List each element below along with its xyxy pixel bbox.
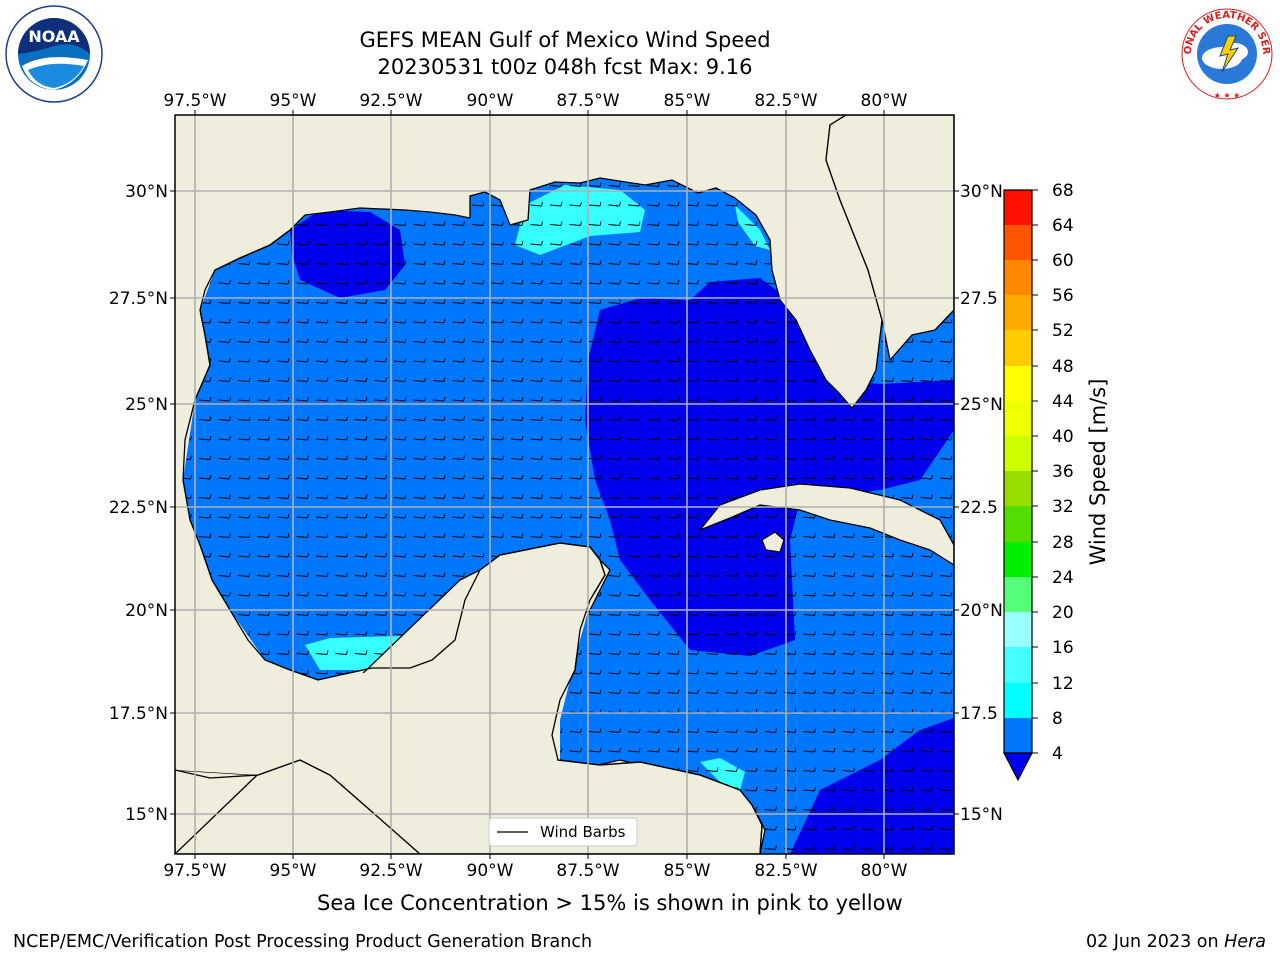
bottom-lon-labels: 97.5°W 95°W 92.5°W 90°W 87.5°W 85°W 82.5… xyxy=(163,861,907,881)
lon-label: 92.5°W xyxy=(359,91,422,111)
lat-label: 25°N xyxy=(125,395,168,415)
lat-label: 15°N xyxy=(125,805,168,825)
legend-label: Wind Barbs xyxy=(540,823,626,841)
cb-tick-label: 52 xyxy=(1052,321,1074,341)
lon-label: 87.5°W xyxy=(556,861,619,881)
map-frame xyxy=(174,114,955,855)
cb-bin xyxy=(1004,330,1032,366)
cb-tick-label: 60 xyxy=(1052,251,1074,271)
sea-ice-caption: Sea Ice Concentration > 15% is shown in … xyxy=(317,891,903,915)
cb-bin xyxy=(1004,436,1032,471)
cb-bin xyxy=(1004,542,1032,577)
cb-tick-label: 68 xyxy=(1052,181,1074,201)
cb-tick-label: 12 xyxy=(1052,674,1074,694)
noaa-logo: NOAA xyxy=(5,5,103,103)
cb-bin xyxy=(1004,506,1032,542)
cb-tick-label: 44 xyxy=(1052,392,1074,412)
cb-bin xyxy=(1004,190,1032,225)
lat-label: 22.5°N xyxy=(109,498,168,518)
land-texas-mexico-west xyxy=(175,115,290,580)
cb-tick-label: 36 xyxy=(1052,462,1074,482)
right-lat-labels: 30°N 27.5 25°N 22.5 20°N 17.5 15°N xyxy=(960,182,1003,825)
lon-label: 87.5°W xyxy=(556,91,619,111)
cb-tick-label: 48 xyxy=(1052,357,1074,377)
land-mexico-south xyxy=(175,570,520,854)
map-tick-marks xyxy=(170,110,959,859)
cb-bin xyxy=(1004,401,1032,436)
cb-bin xyxy=(1004,260,1032,295)
lon-label: 95°W xyxy=(270,861,317,881)
cb-bin xyxy=(1004,225,1032,260)
cb-extend-arrow xyxy=(1003,752,1033,782)
cb-tick-label: 40 xyxy=(1052,427,1074,447)
lat-label: 20°N xyxy=(125,601,168,621)
cb-bin xyxy=(1004,647,1032,683)
footer-branch: NCEP/EMC/Verification Post Processing Pr… xyxy=(13,932,593,952)
lon-label: 82.5°W xyxy=(754,91,817,111)
lon-label: 92.5°W xyxy=(359,861,422,881)
lon-label: 80°W xyxy=(861,91,908,111)
lon-label: 82.5°W xyxy=(754,861,817,881)
chart-title: GEFS MEAN Gulf of Mexico Wind Speed xyxy=(359,28,771,52)
footer-date-text: 02 Jun 2023 on xyxy=(1085,932,1225,952)
lat-label: 27.5 xyxy=(960,289,998,309)
lon-label: 85°W xyxy=(664,91,711,111)
lat-label: 25°N xyxy=(960,395,1003,415)
cb-tick-label: 64 xyxy=(1052,216,1074,236)
cb-bin xyxy=(1004,612,1032,647)
lon-label: 90°W xyxy=(467,91,514,111)
legend-box xyxy=(488,817,638,847)
map-area xyxy=(175,115,954,854)
graticule xyxy=(175,115,954,854)
lat-label: 20°N xyxy=(960,601,1003,621)
cb-bin xyxy=(1004,683,1032,718)
cb-bin xyxy=(1004,718,1032,753)
cb-tick-label: 32 xyxy=(1052,497,1074,517)
lat-label: 17.5°N xyxy=(109,704,168,724)
cb-tick-label: 16 xyxy=(1052,638,1074,658)
lat-label: 17.5 xyxy=(960,704,998,724)
lon-label: 80°W xyxy=(861,861,908,881)
lon-label: 90°W xyxy=(467,861,514,881)
cb-bin xyxy=(1004,577,1032,612)
colorbar-title: Wind Speed [m/s] xyxy=(1086,379,1110,566)
lat-label: 30°N xyxy=(960,182,1003,202)
top-lon-labels: 97.5°W 95°W 92.5°W 90°W 87.5°W 85°W 82.5… xyxy=(163,91,907,111)
cb-tick-label: 56 xyxy=(1052,286,1074,306)
cb-tick-label: 8 xyxy=(1052,709,1063,729)
svg-text:★ ★ ★: ★ ★ ★ xyxy=(1214,91,1241,100)
lat-label: 27.5°N xyxy=(109,289,168,309)
cb-bin xyxy=(1004,471,1032,506)
footer-host: Hera xyxy=(1224,932,1266,952)
lon-label: 97.5°W xyxy=(163,91,226,111)
land-isla-juventud xyxy=(761,531,785,553)
lat-label: 30°N xyxy=(125,182,168,202)
noaa-logo-text: NOAA xyxy=(28,27,80,46)
cb-tick-label: 4 xyxy=(1052,744,1063,764)
lon-label: 85°W xyxy=(664,861,711,881)
footer-date: 02 Jun 2023 on Hera xyxy=(1086,932,1266,952)
cb-tick-label: 28 xyxy=(1052,533,1074,553)
cb-bin xyxy=(1004,295,1032,330)
lon-label: 97.5°W xyxy=(163,861,226,881)
map-legend: Wind Barbs xyxy=(488,817,638,847)
lon-label: 95°W xyxy=(270,91,317,111)
nws-logo: NATIONAL WEATHER SERVICE ★ ★ ★ xyxy=(1176,6,1273,100)
lat-label: 15°N xyxy=(960,805,1003,825)
cb-bin xyxy=(1004,366,1032,401)
chart-subtitle: 20230531 t00z 048h fcst Max: 9.16 xyxy=(377,55,753,79)
left-lat-labels: 30°N 27.5°N 25°N 22.5°N 20°N 17.5°N 15°N xyxy=(109,182,168,825)
land-cuba xyxy=(697,483,954,854)
coastline-mexico xyxy=(182,229,763,854)
cb-tick-label: 20 xyxy=(1052,603,1074,623)
lat-label: 22.5 xyxy=(960,498,998,518)
cb-tick-label: 24 xyxy=(1052,568,1074,588)
colorbar: 68 64 60 56 52 48 44 40 36 32 28 24 20 1… xyxy=(1003,181,1110,782)
coastline-pacific xyxy=(175,759,421,854)
